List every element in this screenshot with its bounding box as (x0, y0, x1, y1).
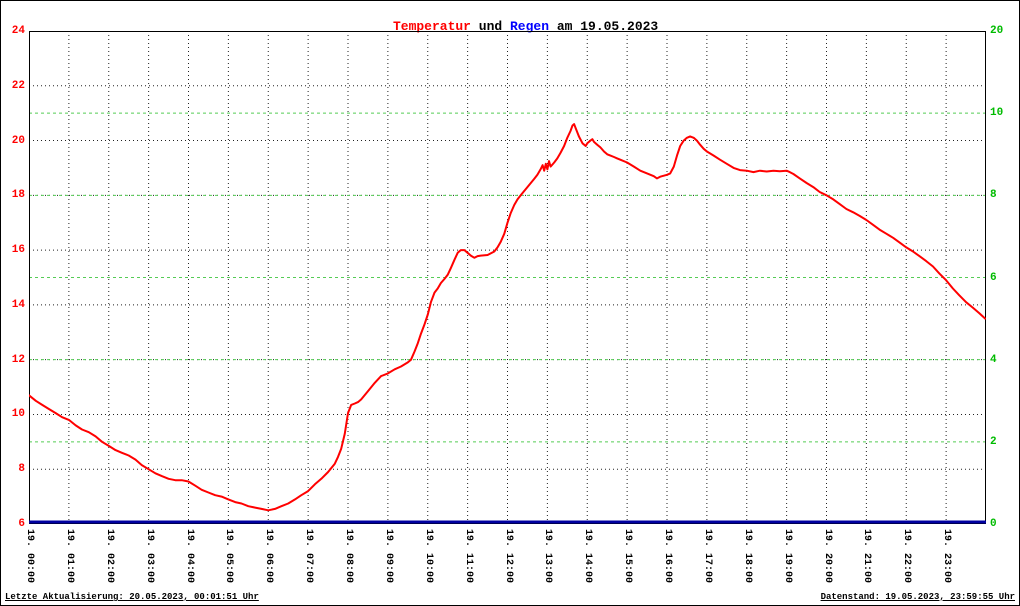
left-axis-tick: 20 (11, 134, 25, 147)
x-axis-tick: 19. 20:00 (821, 529, 833, 584)
x-axis-tick: 19. 02:00 (103, 529, 115, 584)
x-axis-tick: 19. 09:00 (382, 529, 394, 584)
right-axis-tick: 6 (990, 271, 997, 284)
x-axis-tick: 19. 03:00 (143, 529, 155, 584)
left-axis-tick: 10 (11, 408, 25, 421)
left-axis-tick: 8 (18, 463, 25, 476)
x-axis-tick: 19. 10:00 (422, 529, 434, 584)
left-axis-tick: 6 (18, 518, 25, 530)
right-axis-tick: 4 (990, 353, 997, 366)
x-axis-tick: 19. 19:00 (781, 529, 793, 584)
left-axis-tick: 14 (11, 298, 25, 311)
title-und-text: und (470, 19, 510, 34)
data-timestamp-text: Datenstand: 19.05.2023, 23:59:55 Uhr (820, 592, 1015, 602)
chart-title: Temperatur und Regen am 19.05.2023 (1, 4, 1019, 49)
title-date-text: am 19.05.2023 (549, 19, 659, 34)
x-axis-tick: 19. 17:00 (701, 529, 713, 584)
x-axis-tick: 19. 12:00 (502, 529, 514, 584)
x-axis-tick: 19. 01:00 (63, 529, 75, 584)
right-axis-tick: 10 (990, 107, 1004, 120)
x-axis-tick: 19. 21:00 (861, 529, 873, 584)
title-regen-label: Regen (510, 19, 550, 34)
x-axis-tick: 19. 14:00 (582, 529, 594, 584)
x-axis-tick: 19. 15:00 (622, 529, 634, 584)
x-axis-tick: 19. 07:00 (303, 529, 315, 584)
last-update-text: Letzte Aktualisierung: 20.05.2023, 00:01… (5, 592, 259, 602)
left-axis-tick: 24 (11, 25, 25, 37)
right-axis-tick: 0 (990, 518, 997, 530)
x-axis-tick: 19. 23:00 (941, 529, 953, 584)
x-axis-tick: 19. 22:00 (901, 529, 913, 584)
x-axis-tick: 19. 16:00 (662, 529, 673, 584)
right-axis-tick: 8 (990, 189, 997, 202)
right-axis-tick: 2 (990, 435, 997, 448)
x-axis-tick: 19. 00:00 (24, 529, 35, 584)
x-axis-tick: 19. 08:00 (343, 529, 354, 584)
plot-area (29, 31, 986, 524)
left-axis-tick: 16 (11, 244, 25, 257)
left-axis-tick: 18 (11, 189, 25, 202)
title-temperatur-label: Temperatur (392, 19, 471, 34)
x-axis-tick: 19. 13:00 (542, 529, 554, 584)
x-axis-tick: 19. 18:00 (741, 529, 753, 584)
left-axis-tick: 22 (11, 79, 25, 92)
x-axis-tick: 19. 04:00 (183, 529, 195, 584)
x-axis-tick: 19. 06:00 (263, 529, 275, 584)
x-axis-tick: 19. 11:00 (462, 529, 474, 584)
x-axis-tick: 19. 05:00 (223, 529, 235, 584)
right-axis-tick: 20 (990, 25, 1004, 37)
left-axis-tick: 12 (11, 353, 25, 366)
